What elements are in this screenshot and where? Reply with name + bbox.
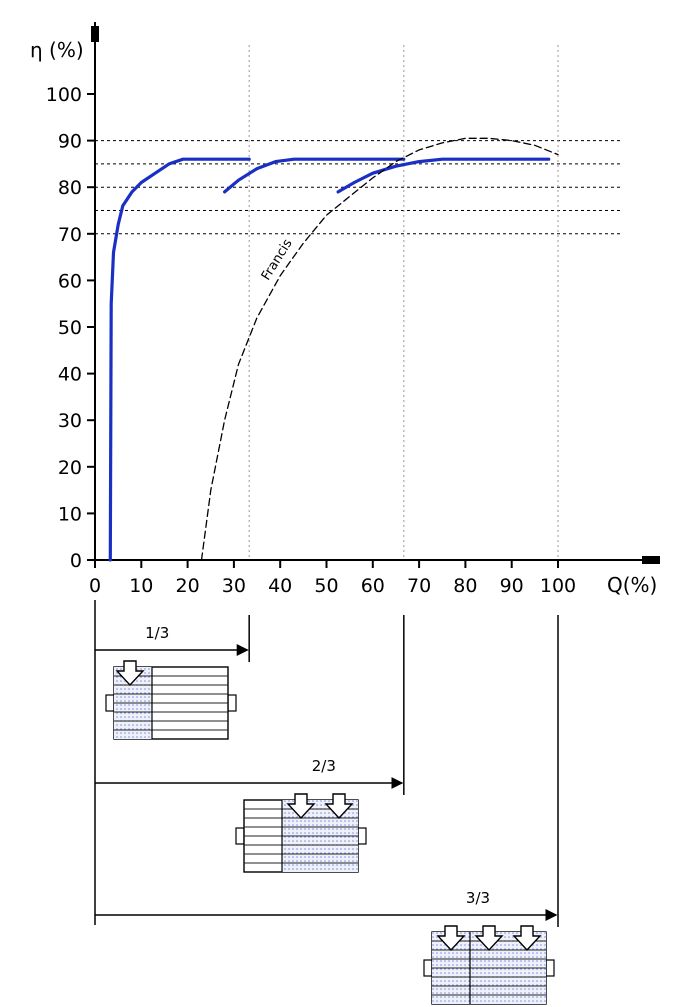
y-tick-label-20: 20 — [58, 457, 82, 479]
turbine-shaft-left — [235, 827, 245, 845]
x-axis-ticks: 0 10 20 30 40 50 60 70 80 90 100 — [89, 560, 576, 597]
flow-arrow-icon — [115, 660, 145, 687]
turbine-groups: 1/3 2/3 3/3 — [94, 600, 559, 1005]
series-line-4 — [200, 137, 559, 561]
x-tick-label-80: 80 — [453, 575, 477, 597]
x-tick-label-10: 10 — [129, 575, 153, 597]
turbine-shaft-right — [357, 827, 367, 845]
turbine-icon-2 — [235, 793, 367, 873]
y-tick-label-60: 60 — [58, 270, 82, 292]
y-axis-arrowhead — [91, 26, 99, 42]
x-tick-label-0: 0 — [89, 575, 101, 597]
x-tick-label-30: 30 — [222, 575, 246, 597]
fraction-label-3: 3/3 — [466, 889, 490, 907]
turbine-icon-1 — [105, 660, 237, 740]
x-axis-arrowhead — [642, 556, 660, 564]
flow-arrow-icon — [286, 793, 316, 820]
x-tick-label-100: 100 — [540, 575, 576, 597]
turbine-group-1: 1/3 — [95, 615, 250, 740]
turbine-icon-3 — [423, 925, 555, 1005]
y-tick-label-90: 90 — [58, 131, 82, 153]
flow-arrow-icon — [324, 793, 354, 820]
reference-lines — [95, 140, 620, 235]
turbine-group-2: 2/3 — [95, 615, 405, 873]
flow-arrow-icon — [436, 925, 466, 952]
y-tick-label-70: 70 — [58, 224, 82, 246]
series-line-1 — [108, 157, 251, 562]
y-tick-label-10: 10 — [58, 503, 82, 525]
series-line-3 — [336, 157, 551, 194]
series-layer — [108, 137, 559, 562]
turbine-shaft-left — [105, 694, 115, 712]
annotation-francis-label: Francis — [259, 236, 296, 283]
fraction-label-1: 1/3 — [145, 624, 169, 642]
y-tick-label-0: 0 — [70, 550, 82, 572]
x-tick-label-40: 40 — [268, 575, 292, 597]
x-tick-label-20: 20 — [176, 575, 200, 597]
axes — [91, 22, 660, 564]
divider-lines — [248, 45, 559, 560]
y-tick-label-80: 80 — [58, 177, 82, 199]
turbine-shaft-right — [545, 959, 555, 977]
flow-arrow-icon — [474, 925, 504, 952]
annotations: Francis — [259, 236, 296, 283]
y-tick-label-100: 100 — [46, 84, 82, 106]
x-tick-label-90: 90 — [500, 575, 524, 597]
x-axis-title: Q(%) — [607, 573, 657, 597]
turbine-group-3: 3/3 — [95, 615, 559, 1005]
y-axis-title: η (%) — [30, 38, 84, 62]
x-tick-label-60: 60 — [361, 575, 385, 597]
y-tick-label-40: 40 — [58, 364, 82, 386]
turbine-shaft-right — [227, 694, 237, 712]
x-tick-label-70: 70 — [407, 575, 431, 597]
y-tick-label-50: 50 — [58, 317, 82, 339]
series-line-2 — [223, 157, 406, 194]
turbine-shaft-left — [423, 959, 433, 977]
y-tick-label-30: 30 — [58, 410, 82, 432]
fraction-label-2: 2/3 — [312, 757, 336, 775]
y-axis-ticks: 0 10 20 30 40 50 60 70 80 90 100 — [46, 84, 95, 572]
x-tick-label-50: 50 — [314, 575, 338, 597]
flow-arrow-icon — [512, 925, 542, 952]
